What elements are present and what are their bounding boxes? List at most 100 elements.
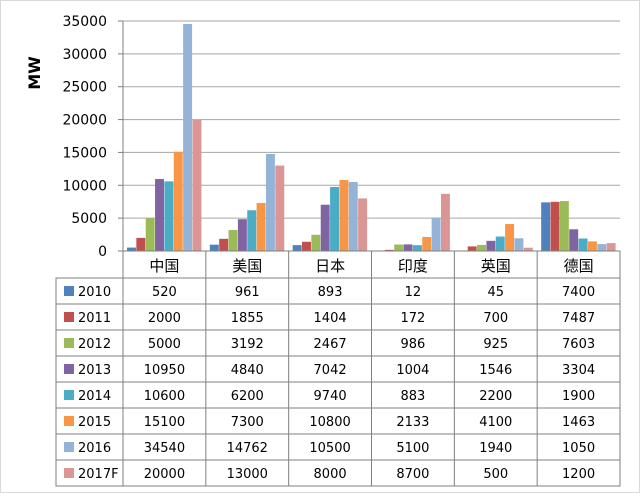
bar-2013-德国: [569, 229, 578, 251]
data-label: 1200: [562, 467, 595, 482]
bar-2015-英国: [505, 224, 514, 251]
y-tick-label: 25000: [62, 80, 107, 96]
bar-2013-印度: [404, 244, 413, 251]
y-tick-label: 35000: [62, 14, 107, 30]
bar-2012-日本: [311, 235, 320, 251]
category-label: 英国: [481, 257, 511, 275]
data-label: 172: [401, 311, 426, 326]
data-label: 7603: [562, 337, 595, 352]
data-label: 1546: [479, 363, 512, 378]
data-label: 961: [235, 285, 260, 300]
data-label: 3192: [231, 337, 264, 352]
bar-2015-美国: [257, 203, 266, 251]
bar-2014-美国: [247, 210, 256, 251]
data-label: 5000: [148, 337, 181, 352]
data-label: 10500: [309, 441, 350, 456]
bar-2010-日本: [293, 245, 302, 251]
data-label: 5100: [396, 441, 429, 456]
y-tick-label: 15000: [62, 145, 107, 161]
data-label: 20000: [144, 467, 185, 482]
category-label: 德国: [564, 257, 594, 275]
bar-2015-中国: [174, 152, 183, 251]
data-label: 883: [401, 389, 426, 404]
category-label: 中国: [149, 257, 179, 275]
category-label: 印度: [398, 257, 428, 275]
data-label: 2467: [314, 337, 347, 352]
bar-2014-印度: [413, 245, 422, 251]
bar-2016-日本: [349, 182, 358, 251]
bar-2017F-印度: [441, 194, 450, 251]
legend-swatch-2012: [64, 338, 74, 348]
bar-2016-英国: [514, 238, 523, 251]
legend-label: 2010: [78, 285, 111, 300]
data-label: 1855: [231, 311, 264, 326]
bar-2014-日本: [330, 187, 339, 251]
legend-label: 2016: [78, 441, 111, 456]
legend-swatch-2017F: [64, 468, 74, 478]
bar-2015-印度: [422, 237, 431, 251]
data-label: 10950: [144, 363, 185, 378]
data-label: 12: [405, 285, 422, 300]
bar-2014-英国: [496, 237, 505, 251]
bar-2014-中国: [164, 181, 173, 251]
data-label: 15100: [144, 415, 185, 430]
y-tick-label: 20000: [62, 113, 107, 129]
data-label: 2133: [396, 415, 429, 430]
data-label: 500: [483, 467, 508, 482]
legend-swatch-2010: [64, 286, 74, 296]
data-label: 986: [401, 337, 426, 352]
data-label: 520: [152, 285, 177, 300]
bar-2016-印度: [432, 217, 441, 251]
legend-swatch-2016: [64, 442, 74, 452]
bar-2016-美国: [266, 154, 275, 251]
data-label: 925: [483, 337, 508, 352]
legend-label: 2017F: [78, 467, 119, 482]
bar-2011-日本: [302, 242, 311, 251]
bar-2013-日本: [321, 205, 330, 251]
legend-label: 2011: [78, 311, 111, 326]
bar-2012-英国: [477, 245, 486, 251]
data-label: 14762: [227, 441, 268, 456]
data-label: 2200: [479, 389, 512, 404]
bar-2012-德国: [560, 201, 569, 251]
data-label: 1050: [562, 441, 595, 456]
legend-swatch-2013: [64, 364, 74, 374]
bar-2017F-日本: [358, 198, 367, 251]
data-label: 2000: [148, 311, 181, 326]
data-label: 1940: [479, 441, 512, 456]
y-axis-label: MW: [25, 56, 44, 90]
category-label: 日本: [315, 257, 345, 275]
y-tick-label: 10000: [62, 178, 107, 194]
data-label: 3304: [562, 363, 595, 378]
bar-2013-英国: [486, 241, 495, 251]
data-label: 9740: [314, 389, 347, 404]
data-label: 6200: [231, 389, 264, 404]
bar-2013-中国: [155, 179, 164, 251]
bar-2012-美国: [229, 230, 238, 251]
data-label: 7487: [562, 311, 595, 326]
bar-2010-德国: [541, 202, 550, 251]
data-label: 10800: [309, 415, 350, 430]
bar-2016-中国: [183, 24, 192, 251]
legend-swatch-2014: [64, 390, 74, 400]
data-label: 13000: [227, 467, 268, 482]
data-label: 1900: [562, 389, 595, 404]
bar-2017F-美国: [275, 166, 284, 251]
data-label: 34540: [144, 441, 185, 456]
y-tick-label: 0: [98, 244, 107, 260]
data-label: 7400: [562, 285, 595, 300]
bar-2010-中国: [127, 248, 136, 251]
data-label: 45: [487, 285, 504, 300]
legend-label: 2012: [78, 337, 111, 352]
data-label: 10600: [144, 389, 185, 404]
data-label: 4840: [231, 363, 264, 378]
bar-2011-美国: [219, 239, 228, 251]
category-label: 美国: [232, 257, 262, 275]
legend-swatch-2011: [64, 312, 74, 322]
data-label: 1004: [396, 363, 429, 378]
bar-2010-美国: [210, 245, 219, 251]
bar-2012-印度: [394, 245, 403, 251]
bar-2011-德国: [551, 202, 560, 251]
